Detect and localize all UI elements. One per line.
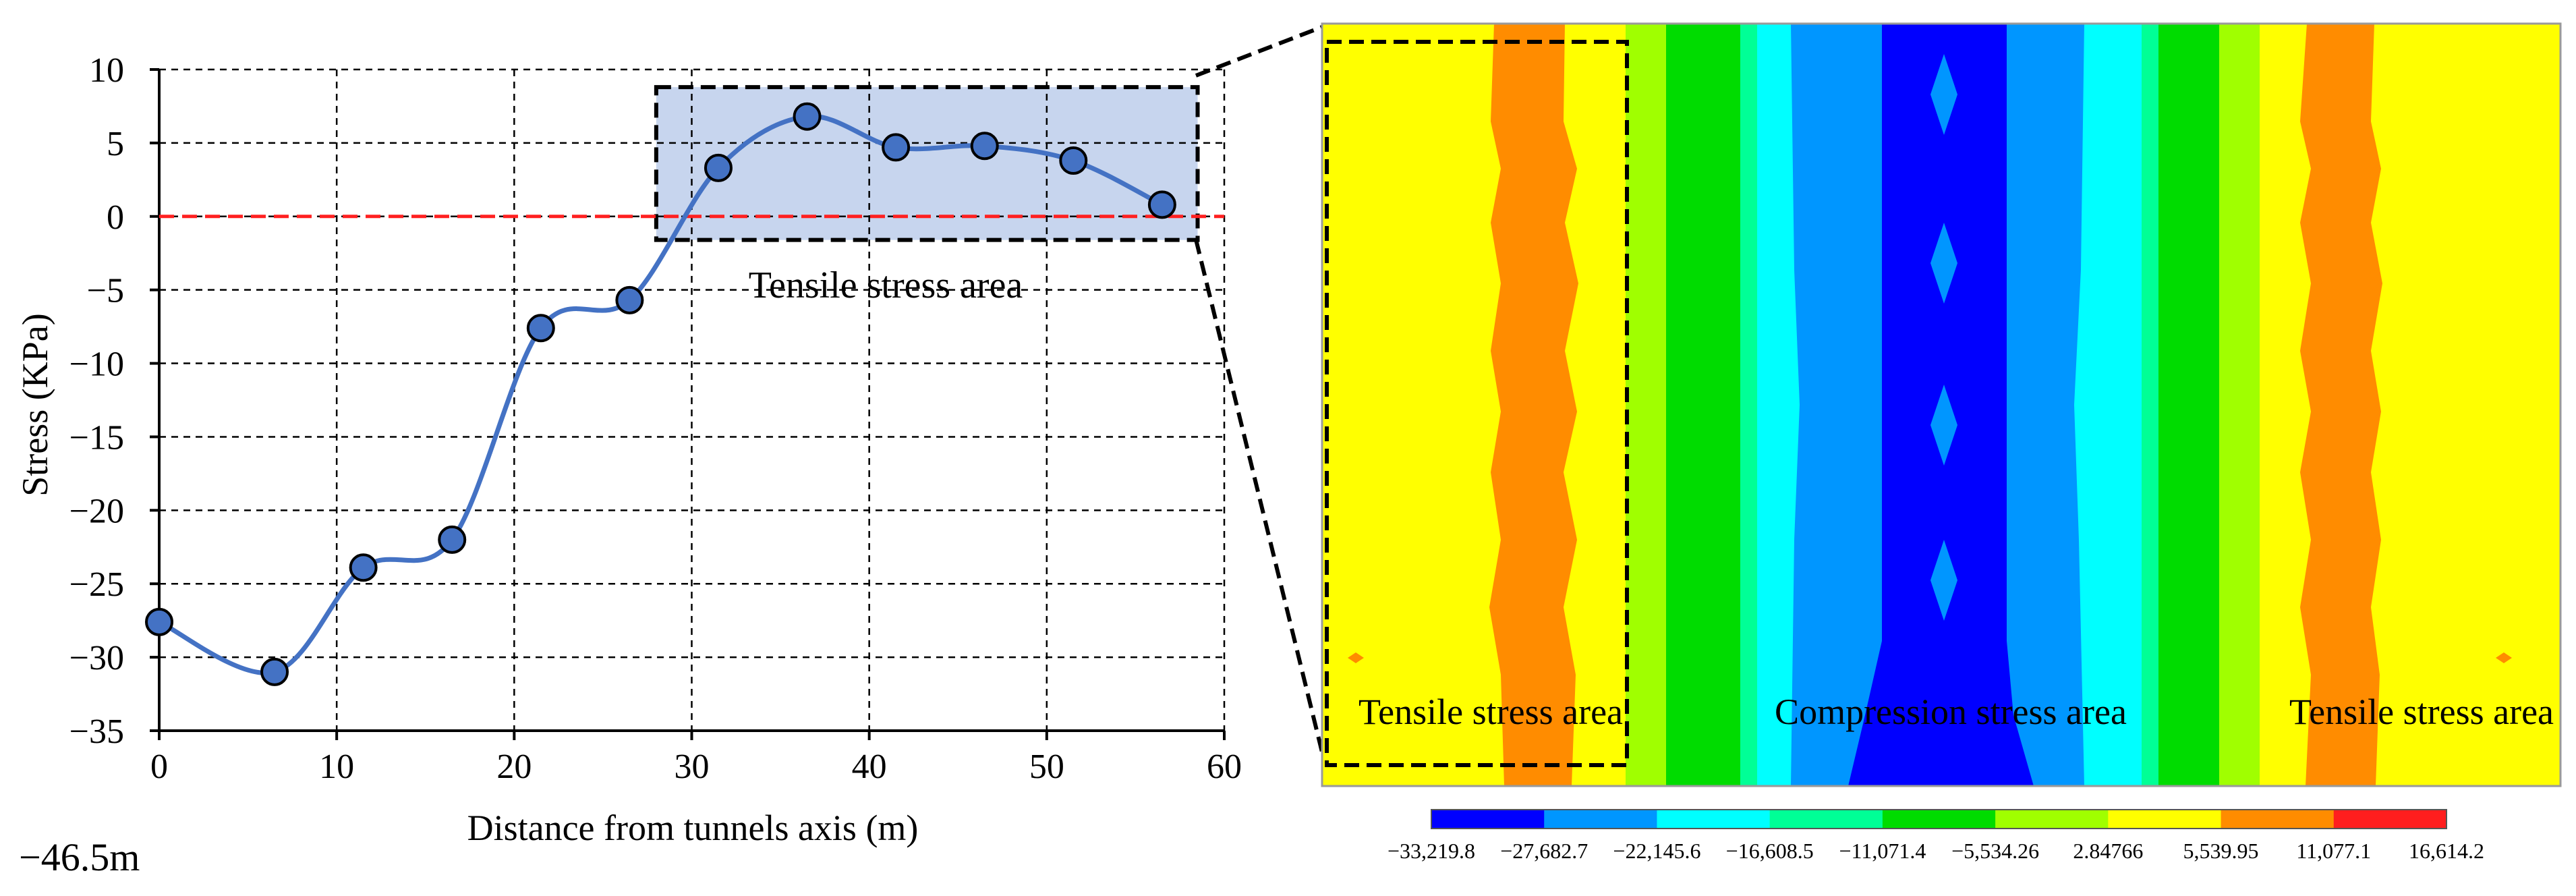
connector-top	[1195, 25, 1323, 78]
stress-contour-panel: Tensile stress area Compression stress a…	[1321, 22, 2562, 863]
x-tick-label: 10	[319, 748, 354, 786]
colorbar-tick-label: −11,071.4	[1839, 839, 1926, 863]
contour-band-orange-left	[1489, 24, 1578, 786]
y-tick-label: −10	[69, 345, 124, 384]
data-point	[615, 285, 644, 314]
contour-diamond	[1930, 223, 1957, 304]
contour-speck	[1348, 652, 1364, 663]
contour-diamond	[1930, 540, 1957, 621]
connector-bottom	[1194, 239, 1327, 766]
colorbar-tick-label: 2.84766	[2073, 839, 2143, 863]
x-tick-label: 60	[1207, 748, 1242, 786]
colorbar-segment	[2333, 810, 2447, 829]
colorbar-tick-label: −16,608.5	[1726, 839, 1814, 863]
tensile-highlight-box	[654, 85, 1200, 242]
y-tick-label: −20	[69, 492, 124, 530]
colorbar-tick-label: −5,534.26	[1951, 839, 2039, 863]
colorbar-segment	[1995, 810, 2109, 829]
depth-label: −46.5m	[19, 835, 140, 879]
y-tick-label: 10	[89, 51, 124, 90]
colorbar-tick-label: −33,219.8	[1387, 839, 1475, 863]
grid-lines	[159, 68, 1226, 731]
colorbar-tick-label: 5,539.95	[2183, 839, 2259, 863]
x-axis-label: Distance from tunnels axis (m)	[467, 808, 919, 848]
data-point	[1147, 190, 1176, 219]
data-points	[145, 102, 1176, 686]
data-point	[793, 102, 822, 131]
contour-diamond	[1930, 385, 1957, 466]
colorbar-tick-label: 16,614.2	[2409, 839, 2484, 863]
contour-frame	[1321, 22, 2562, 787]
colorbar-segment	[1882, 810, 1996, 829]
y-tick-label: −25	[69, 565, 124, 604]
colorbar-tick-label: −27,682.7	[1500, 839, 1588, 863]
y-tick-label: −15	[69, 418, 124, 457]
y-tick-label: 0	[107, 198, 124, 237]
colorbar-tick-labels: −33,219.8 −27,682.7 −22,145.6 −16,608.5 −11,…	[1387, 839, 2484, 863]
x-tick-label: 50	[1029, 748, 1064, 786]
colorbar-segment	[1544, 810, 1657, 829]
data-point	[260, 657, 289, 686]
data-point	[438, 525, 467, 554]
data-point	[145, 607, 173, 636]
colorbar-segment	[1769, 810, 1883, 829]
data-point	[970, 132, 999, 161]
x-tick-label: 30	[675, 748, 710, 786]
y-tick-labels: 10 5 0 −5 −10 −15 −20 −25 −30 −35	[69, 51, 124, 751]
contour-label-tensile-right: Tensile stress area	[2289, 692, 2554, 732]
colorbar	[1431, 809, 2447, 829]
colorbar-segment	[2221, 810, 2335, 829]
y-axis-label: Stress (KPa)	[15, 313, 55, 496]
colorbar-tick-label: −22,145.6	[1613, 839, 1700, 863]
colorbar-frame	[1431, 809, 2447, 829]
contour-label-compression: Compression stress area	[1775, 692, 2127, 732]
data-point	[704, 153, 733, 182]
y-tick-label: −35	[69, 712, 124, 751]
x-tick-labels: 0 10 20 30 40 50 60	[150, 748, 1242, 786]
x-tick-label: 20	[496, 748, 532, 786]
x-tick-label: 40	[852, 748, 887, 786]
contour-label-tensile-left: Tensile stress area	[1358, 692, 1623, 732]
x-tick-label: 0	[150, 748, 168, 786]
y-tick-label: 5	[107, 125, 124, 163]
contour-diamond	[1930, 54, 1957, 135]
data-point	[526, 314, 555, 343]
highlight-label: Tensile stress area	[749, 264, 1023, 306]
data-point	[882, 133, 911, 162]
contour-speck	[2496, 652, 2512, 663]
colorbar-tick-label: 11,077.1	[2296, 839, 2371, 863]
colorbar-segment	[1431, 810, 1545, 829]
data-point	[349, 553, 378, 582]
contour-band-orange-right	[2300, 24, 2382, 786]
colorbar-segment	[2108, 810, 2222, 829]
data-point	[1059, 146, 1088, 175]
y-tick-label: −5	[87, 272, 124, 310]
y-tick-label: −30	[69, 639, 124, 677]
colorbar-segment	[1657, 810, 1771, 829]
